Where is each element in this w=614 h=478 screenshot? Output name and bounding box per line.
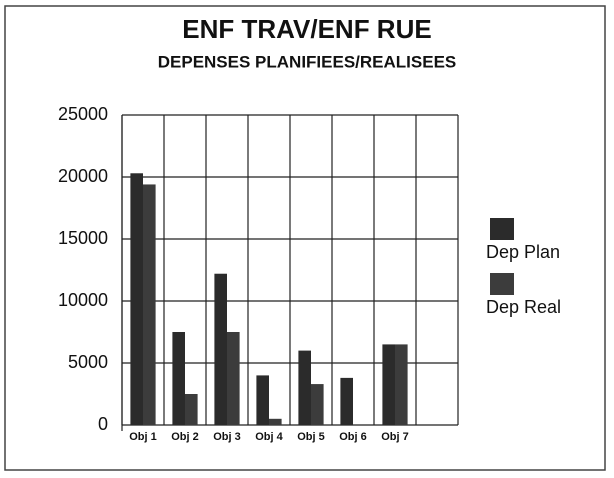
y-tick-label: 20000 (58, 166, 108, 186)
bar (340, 377, 353, 425)
bar (256, 375, 269, 425)
bar (298, 350, 311, 425)
chart-subtitle: DEPENSES PLANIFIEES/REALISEES (158, 52, 457, 71)
y-tick-label: 0 (98, 414, 108, 434)
x-tick-label: Obj 2 (171, 431, 199, 443)
x-tick-label: Obj 6 (339, 431, 367, 443)
x-tick-label: Obj 7 (381, 431, 409, 443)
legend-label: Dep Plan (486, 242, 560, 262)
bar (395, 344, 408, 425)
legend-swatch (490, 273, 514, 295)
legend-label: Dep Real (486, 297, 561, 317)
y-tick-label: 5000 (68, 352, 108, 372)
bar (143, 184, 156, 425)
bar (311, 384, 324, 425)
x-tick-label: Obj 1 (129, 431, 157, 443)
bar (130, 173, 143, 425)
x-tick-label: Obj 5 (297, 431, 325, 443)
x-tick-label: Obj 3 (213, 431, 241, 443)
chart-title: ENF TRAV/ENF RUE (182, 14, 431, 44)
bar (382, 344, 395, 425)
y-tick-label: 25000 (58, 104, 108, 124)
legend-swatch (490, 218, 514, 240)
bar (172, 332, 185, 425)
y-tick-label: 10000 (58, 290, 108, 310)
y-tick-label: 15000 (58, 228, 108, 248)
bar (185, 394, 198, 425)
bar (269, 418, 282, 425)
bar (227, 332, 240, 425)
bar (214, 273, 227, 425)
x-tick-label: Obj 4 (255, 431, 283, 443)
